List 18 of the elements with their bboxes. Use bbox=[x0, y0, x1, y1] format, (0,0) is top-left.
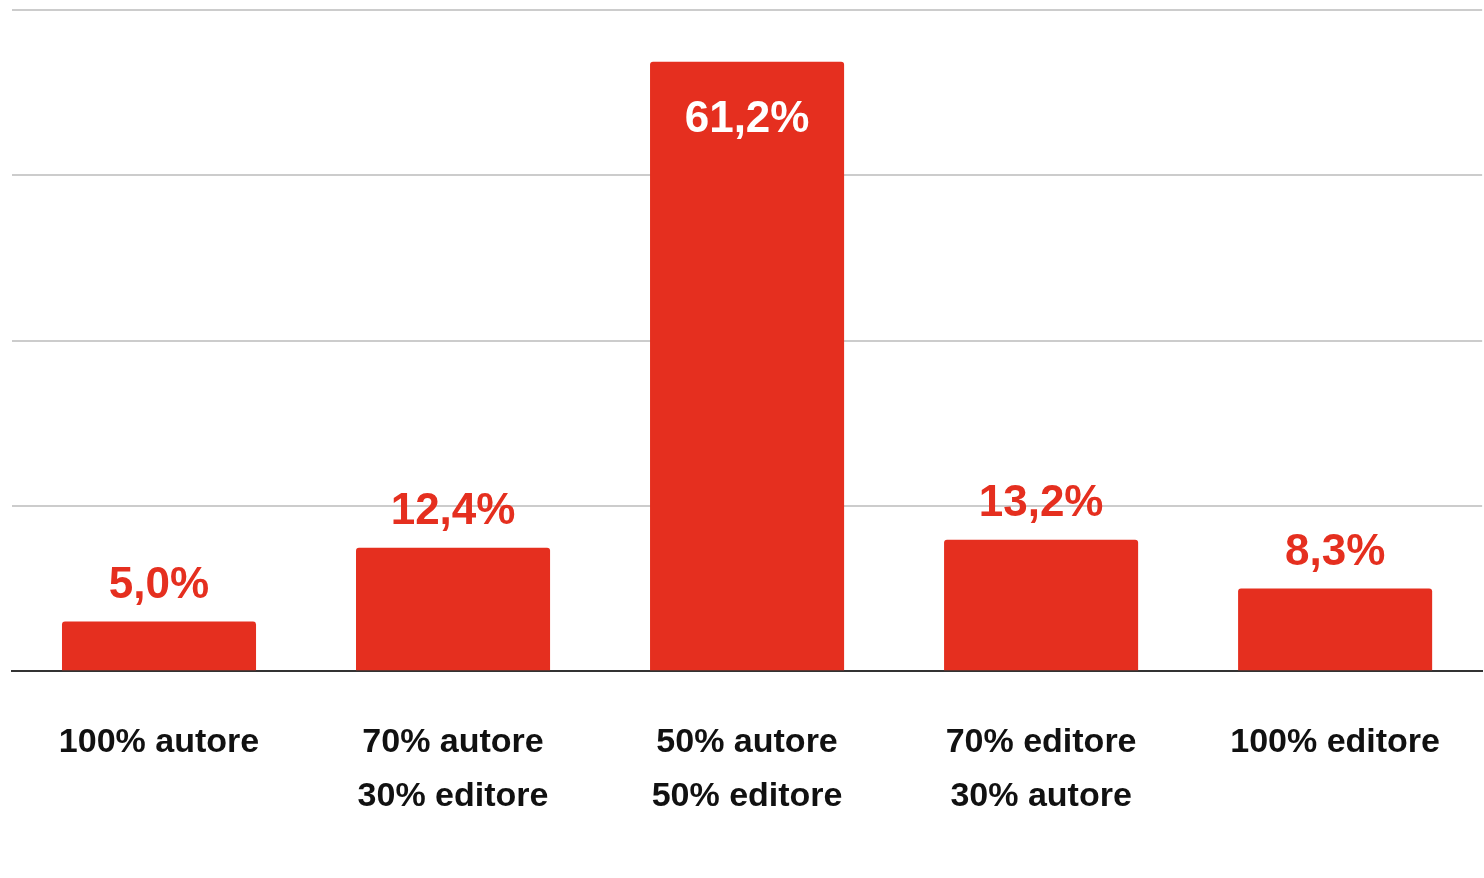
category-label: 50% autore bbox=[656, 720, 838, 759]
bar bbox=[61, 621, 257, 671]
category-label: 100% editore bbox=[1230, 720, 1440, 759]
data-label: 8,3% bbox=[1284, 524, 1386, 574]
bar bbox=[1238, 588, 1433, 671]
data-label: 13,2% bbox=[978, 475, 1104, 525]
bar bbox=[650, 61, 845, 671]
category-label: 30% autore bbox=[950, 775, 1132, 814]
data-label: 61,2% bbox=[684, 91, 810, 141]
category-label: 30% editore bbox=[357, 775, 549, 814]
category-label: 50% editore bbox=[651, 775, 843, 814]
category-label: 100% autore bbox=[58, 720, 260, 759]
data-label: 12,4% bbox=[390, 483, 516, 533]
category-label: 70% editore bbox=[945, 720, 1137, 759]
bar bbox=[944, 539, 1139, 671]
category-label: 70% autore bbox=[362, 720, 544, 759]
data-label: 5,0% bbox=[108, 557, 210, 607]
bar bbox=[356, 547, 551, 671]
